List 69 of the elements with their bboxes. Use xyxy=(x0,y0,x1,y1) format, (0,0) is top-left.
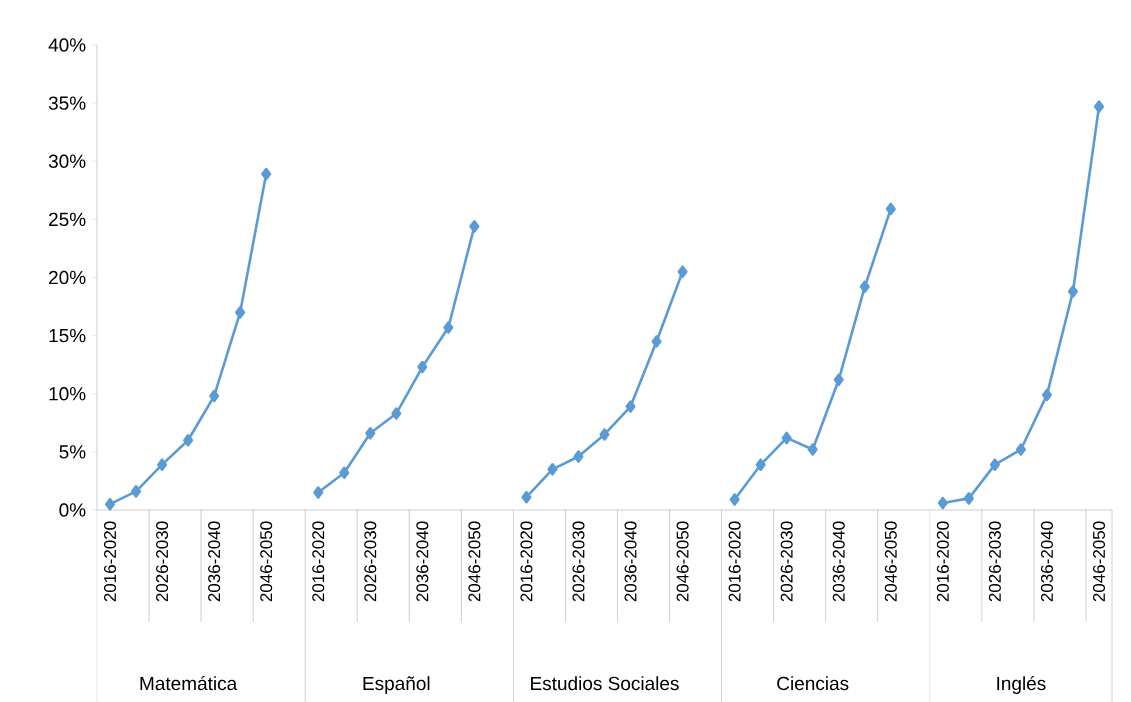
x-tick-label: 2036-2040 xyxy=(208,521,221,602)
x-tick-label: 2016-2020 xyxy=(520,521,533,602)
x-tick-label: 2036-2040 xyxy=(832,521,845,602)
x-tick-label: 2016-2020 xyxy=(104,521,117,602)
point xyxy=(104,497,116,511)
point xyxy=(1067,285,1079,298)
x-tick-label: 2036-2040 xyxy=(1040,521,1053,602)
text: Estudios Sociales xyxy=(531,676,679,691)
point xyxy=(417,360,428,374)
point xyxy=(833,373,844,387)
y-tick-label: 15% xyxy=(49,328,86,343)
point xyxy=(1093,100,1105,113)
point xyxy=(183,433,194,447)
point xyxy=(157,458,168,471)
y-tick-label: 35% xyxy=(48,96,86,110)
point xyxy=(339,466,350,480)
point xyxy=(1015,443,1026,456)
point xyxy=(313,486,324,499)
x-tick-label: 2026-2030 xyxy=(364,521,377,602)
x-tick-label: 2016-2020 xyxy=(728,521,741,602)
x-tick-label: 2046-2050 xyxy=(884,521,897,602)
x-tick-label: 2016-2020 xyxy=(312,521,325,602)
text: Inglés xyxy=(997,676,1046,694)
x-tick-label: 2046-2050 xyxy=(1092,521,1106,602)
point xyxy=(651,335,662,348)
x-tick-label: 2046-2050 xyxy=(676,521,689,602)
point xyxy=(391,407,402,420)
x-tick-label: 2026-2030 xyxy=(780,521,793,602)
point xyxy=(807,443,818,456)
text: Español xyxy=(363,676,430,694)
y-tick-label: 25% xyxy=(49,212,86,227)
x-tick-label: 2026-2030 xyxy=(156,521,169,602)
y-tick-label: 20% xyxy=(49,270,86,285)
y-tick-label: 10% xyxy=(49,387,86,401)
point xyxy=(130,485,142,498)
point xyxy=(625,400,636,413)
point xyxy=(599,428,610,441)
point xyxy=(989,458,1000,471)
text: Ciencias xyxy=(777,676,849,691)
point xyxy=(469,220,480,233)
x-tick-label: 2026-2030 xyxy=(572,521,585,602)
y-tick-label: 30% xyxy=(48,154,86,168)
point xyxy=(209,389,220,403)
x-tick-label: 2036-2040 xyxy=(624,521,637,602)
point xyxy=(755,458,766,471)
point xyxy=(859,280,870,294)
point xyxy=(885,202,896,216)
point xyxy=(521,490,532,504)
y-tick-label: 5% xyxy=(59,445,86,459)
y-tick-label: 0% xyxy=(59,503,86,517)
point xyxy=(235,306,246,319)
point xyxy=(729,493,740,506)
x-tick-label: 2046-2050 xyxy=(260,521,273,602)
x-tick-label: 2016-2020 xyxy=(936,521,949,602)
x-tick-label: 2036-2040 xyxy=(416,521,429,602)
point xyxy=(937,496,948,510)
text: Matemática xyxy=(140,676,238,691)
point xyxy=(443,321,454,334)
point xyxy=(677,265,688,278)
x-tick-label: 2046-2050 xyxy=(468,521,481,602)
point xyxy=(365,426,376,440)
point xyxy=(547,463,558,476)
y-tick-label: 40% xyxy=(48,38,86,52)
point xyxy=(781,431,792,445)
point xyxy=(963,492,974,505)
x-tick-label: 2026-2030 xyxy=(988,521,1001,602)
point xyxy=(1041,388,1052,402)
point xyxy=(261,167,272,181)
point xyxy=(573,450,584,463)
